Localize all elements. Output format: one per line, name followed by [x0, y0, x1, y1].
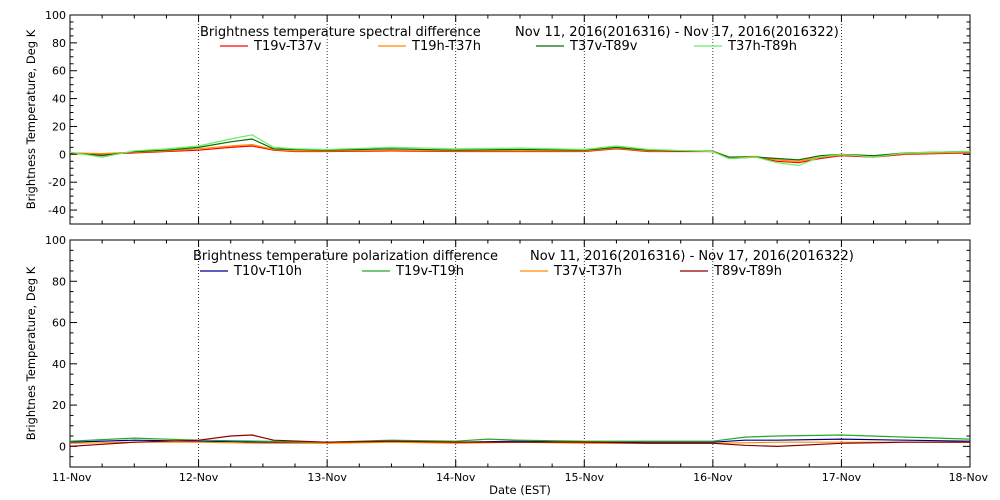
legend-label: T19v-T37v — [253, 39, 322, 54]
x-tick-label: 16-Nov — [693, 471, 733, 484]
legend-label: T19v-T19h — [395, 264, 464, 279]
legend-label: T37v-T89v — [569, 39, 638, 54]
series-line-t19v-t19h — [69, 434, 971, 443]
y-tick-label: 40 — [52, 93, 66, 106]
series-lines — [69, 434, 971, 447]
y-axis-label: Brightness Temperature, Deg K — [24, 29, 38, 209]
legend-label: T19h-T37h — [411, 39, 481, 54]
legend-label: T10v-T10h — [233, 264, 302, 279]
chart-title: Brightness temperature polarization diff… — [193, 249, 498, 264]
gridlines — [198, 240, 842, 467]
y-tick-label: 100 — [45, 9, 66, 22]
x-tick-label: 12-Nov — [179, 471, 219, 484]
y-tick-label: -20 — [48, 176, 66, 189]
y-axis-label: Brightnes Temperature, Deg K — [24, 266, 38, 440]
y-tick-labels: -40 -20 0 20 40 60 80 100 — [45, 9, 66, 217]
y-tick-label: -40 — [48, 204, 66, 217]
x-tick-label: 17-Nov — [822, 471, 862, 484]
series-lines — [69, 134, 971, 167]
x-tick-label: 14-Nov — [436, 471, 476, 484]
date-range: Nov 11, 2016(2016316) - Nov 17, 2016(201… — [515, 25, 839, 40]
y-tick-label: 0 — [59, 440, 66, 453]
gridlines — [198, 15, 842, 224]
x-tick-label: 11-Nov — [52, 471, 92, 484]
date-range: Nov 11, 2016(2016316) - Nov 17, 2016(201… — [530, 249, 854, 264]
x-tick-label: 13-Nov — [307, 471, 347, 484]
x-tick-labels: 11-Nov 12-Nov 13-Nov 14-Nov 15-Nov 16-Nov 17-N… — [52, 471, 988, 484]
y-tick-label: 60 — [52, 317, 66, 330]
legend-label: T37v-T37h — [553, 264, 622, 279]
legend: T10v-T10h T19v-T19h T37v-T37h T89v-T89h — [200, 264, 782, 279]
y-tick-label: 20 — [52, 120, 66, 133]
legend: T19v-T37v T19h-T37h T37v-T89v T37h-T89h — [220, 39, 797, 54]
series-line-t37h-t89h — [69, 134, 971, 167]
y-tick-label: 60 — [52, 65, 66, 78]
y-tick-labels: 0 20 40 60 80 100 — [45, 234, 66, 453]
x-tick-label: 15-Nov — [565, 471, 605, 484]
x-axis-label: Date (EST) — [489, 483, 551, 497]
legend-label: T37h-T89h — [727, 39, 797, 54]
y-tick-label: 0 — [59, 148, 66, 161]
chart-title: Brightness temperature spectral differen… — [200, 25, 481, 40]
tick-marks — [69, 239, 971, 468]
legend-label: T89v-T89h — [713, 264, 782, 279]
x-tick-label: 18-Nov — [949, 471, 989, 484]
polarization-difference-panel: 0 20 40 60 80 100 11-Nov 12-Nov 13-Nov 14-Nov 15-… — [24, 234, 988, 497]
y-tick-label: 20 — [52, 399, 66, 412]
series-line-t89v-t89h — [69, 434, 970, 447]
plot-frame — [69, 239, 971, 468]
series-line-t37v-t89v — [69, 138, 971, 161]
plot-frame — [69, 14, 971, 225]
series-line-t19h-t37h — [69, 144, 971, 162]
spectral-difference-panel: -40 -20 0 20 40 60 80 100 Brightness temperatur… — [24, 9, 971, 225]
y-tick-label: 80 — [52, 275, 66, 288]
y-tick-label: 40 — [52, 358, 66, 371]
y-tick-label: 80 — [52, 37, 66, 50]
tick-marks — [69, 14, 971, 225]
y-tick-label: 100 — [45, 234, 66, 247]
